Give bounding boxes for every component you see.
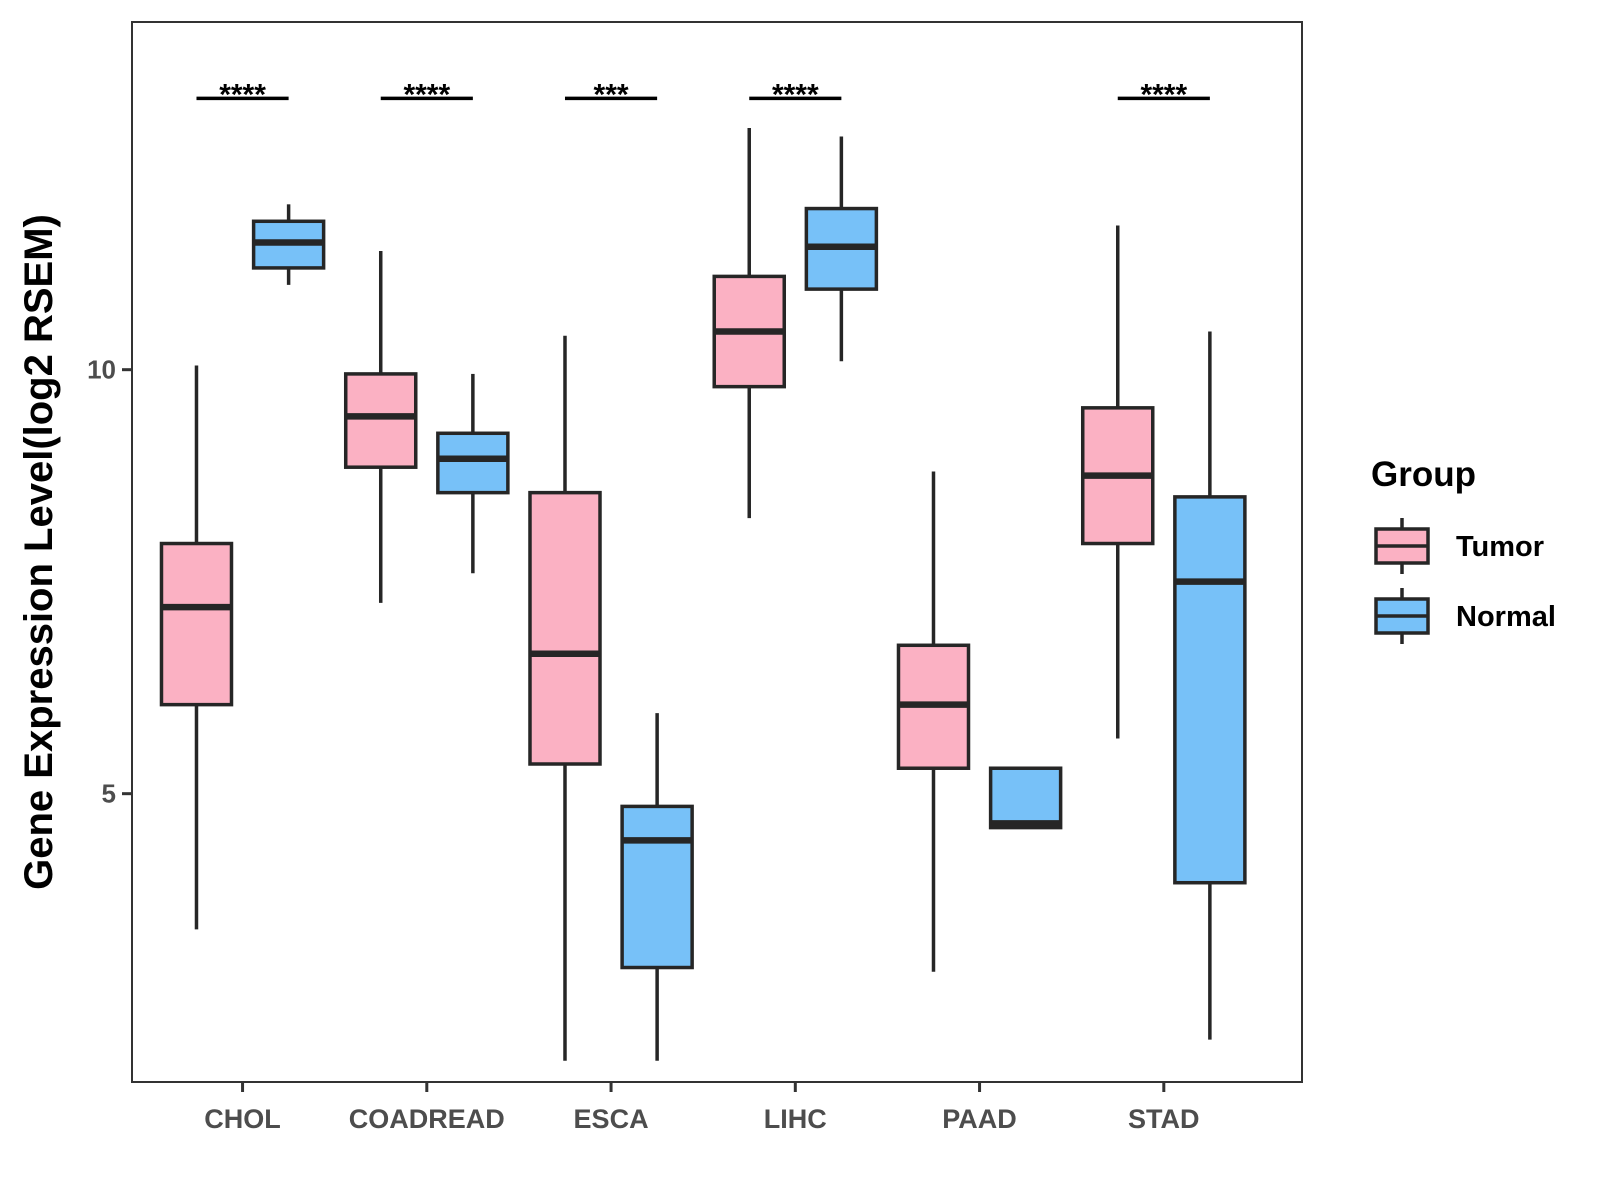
box-normal-paad xyxy=(988,766,1063,830)
x-tick-label-esca: ESCA xyxy=(574,1104,649,1134)
box-normal-stad xyxy=(1173,495,1247,885)
x-tick-label-stad: STAD xyxy=(1128,1104,1200,1134)
x-tick-label-paad: PAAD xyxy=(942,1104,1017,1134)
box-tumor-coadread xyxy=(343,372,418,469)
box-tumor-chol xyxy=(159,541,234,707)
box-normal-esca xyxy=(620,804,694,970)
legend-label-normal: Normal xyxy=(1456,601,1556,633)
x-tick-label-lihc: LIHC xyxy=(764,1104,827,1134)
y-axis-title: Gene Expression Level(log2 RSEM) xyxy=(17,214,61,890)
x-tick-label-coadread: COADREAD xyxy=(349,1104,505,1134)
y-tick-label-10: 10 xyxy=(87,355,116,385)
box-normal-coadread xyxy=(436,431,510,495)
legend: Group Tumor Normal xyxy=(1371,455,1556,644)
legend-item-normal: Normal xyxy=(1374,588,1556,644)
legend-title: Group xyxy=(1371,455,1476,494)
y-tick-label-5: 5 xyxy=(102,779,116,809)
plot-panel xyxy=(131,21,1303,1083)
x-tick-label-chol: CHOL xyxy=(204,1104,281,1134)
significance-label-stad: **** xyxy=(1140,78,1187,111)
significance-label-lihc: **** xyxy=(772,78,819,111)
legend-label-tumor: Tumor xyxy=(1456,531,1544,563)
significance-label-coadread: **** xyxy=(403,78,450,111)
significance-label-esca: *** xyxy=(594,78,629,111)
box-tumor-esca xyxy=(528,490,602,766)
legend-item-tumor: Tumor xyxy=(1374,518,1544,574)
significance-label-chol: **** xyxy=(219,78,266,111)
